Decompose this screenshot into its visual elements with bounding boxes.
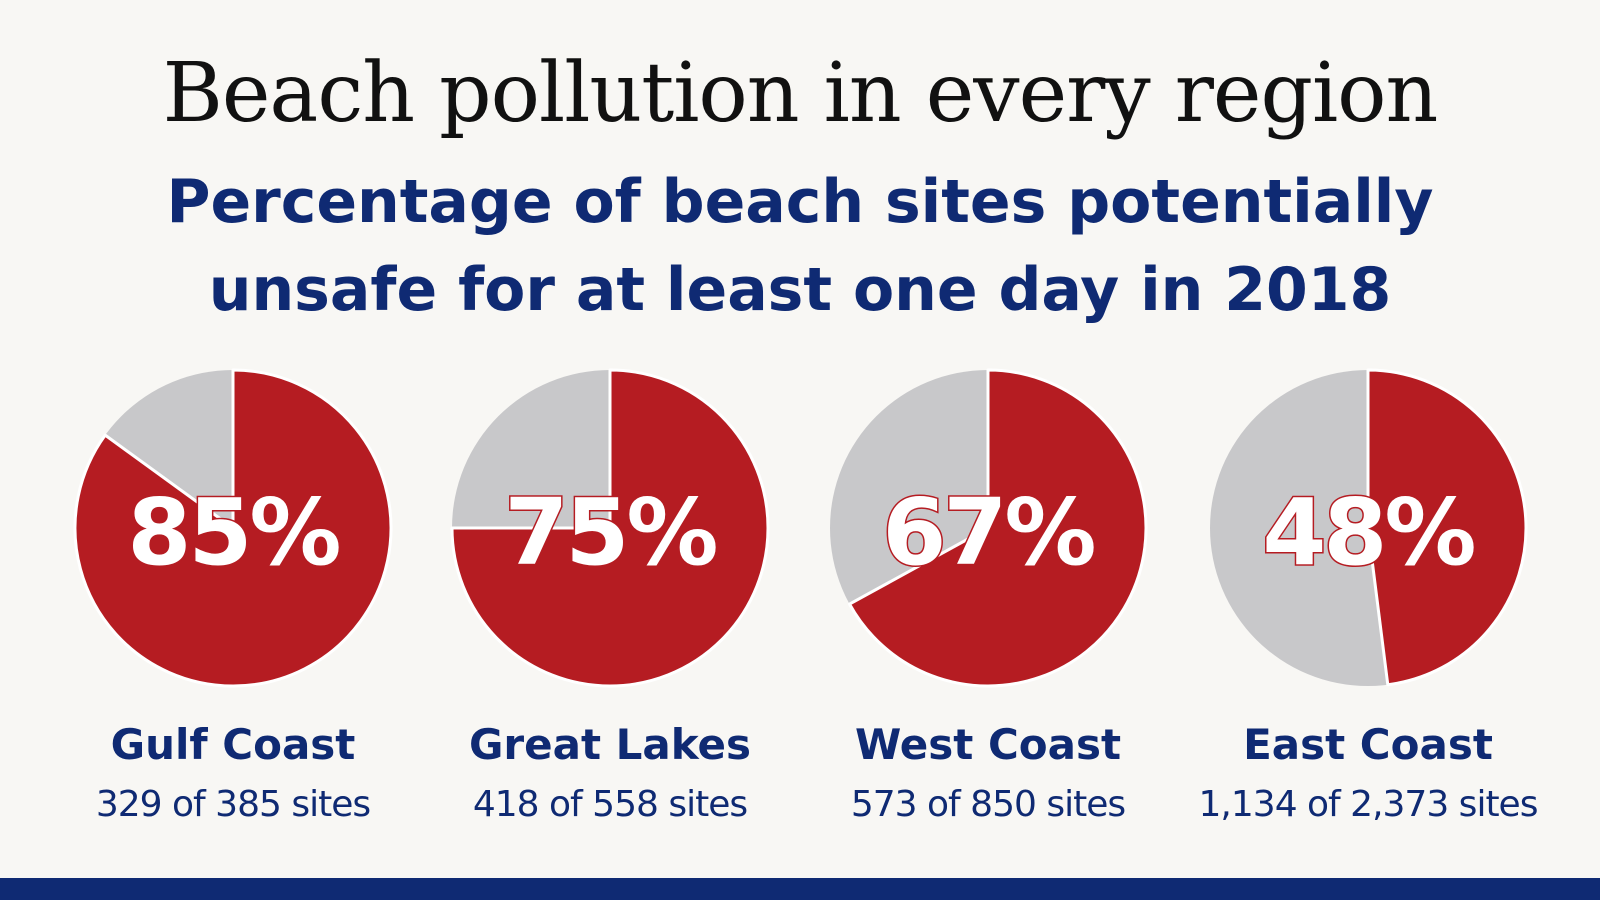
sites-label-great-lakes: 418 of 558 sites	[472, 784, 748, 825]
region-label-gulf-coast: Gulf Coast	[110, 720, 356, 769]
region-label-east-coast: East Coast	[1243, 720, 1493, 769]
sites-label-gulf-coast: 329 of 385 sites	[95, 784, 371, 825]
footer-bar	[0, 878, 1600, 900]
percent-label-great-lakes: 75%	[504, 479, 716, 586]
pie-slice-unsafe-gulf-coast	[73, 368, 393, 688]
percent-label-gulf-coast: 85%	[127, 479, 339, 586]
pie-slice-unsafe-great-lakes	[450, 368, 770, 688]
pie-slice-unsafe-east-coast	[1366, 368, 1528, 687]
pie-slice-unsafe-west-coast	[848, 368, 1148, 688]
chart-subtitle: Percentage of beach sites potentially un…	[166, 167, 1434, 325]
sites-label-east-coast: 1,134 of 2,373 sites	[1198, 784, 1539, 825]
region-label-great-lakes: Great Lakes	[468, 720, 752, 769]
percent-label-east-coast: 48%	[1262, 479, 1474, 586]
region-label-west-coast: West Coast	[854, 720, 1122, 769]
percent-label-west-coast: 67%	[882, 479, 1094, 586]
sites-label-west-coast: 573 of 850 sites	[850, 784, 1126, 825]
chart-title: Beach pollution in every region	[162, 46, 1439, 141]
